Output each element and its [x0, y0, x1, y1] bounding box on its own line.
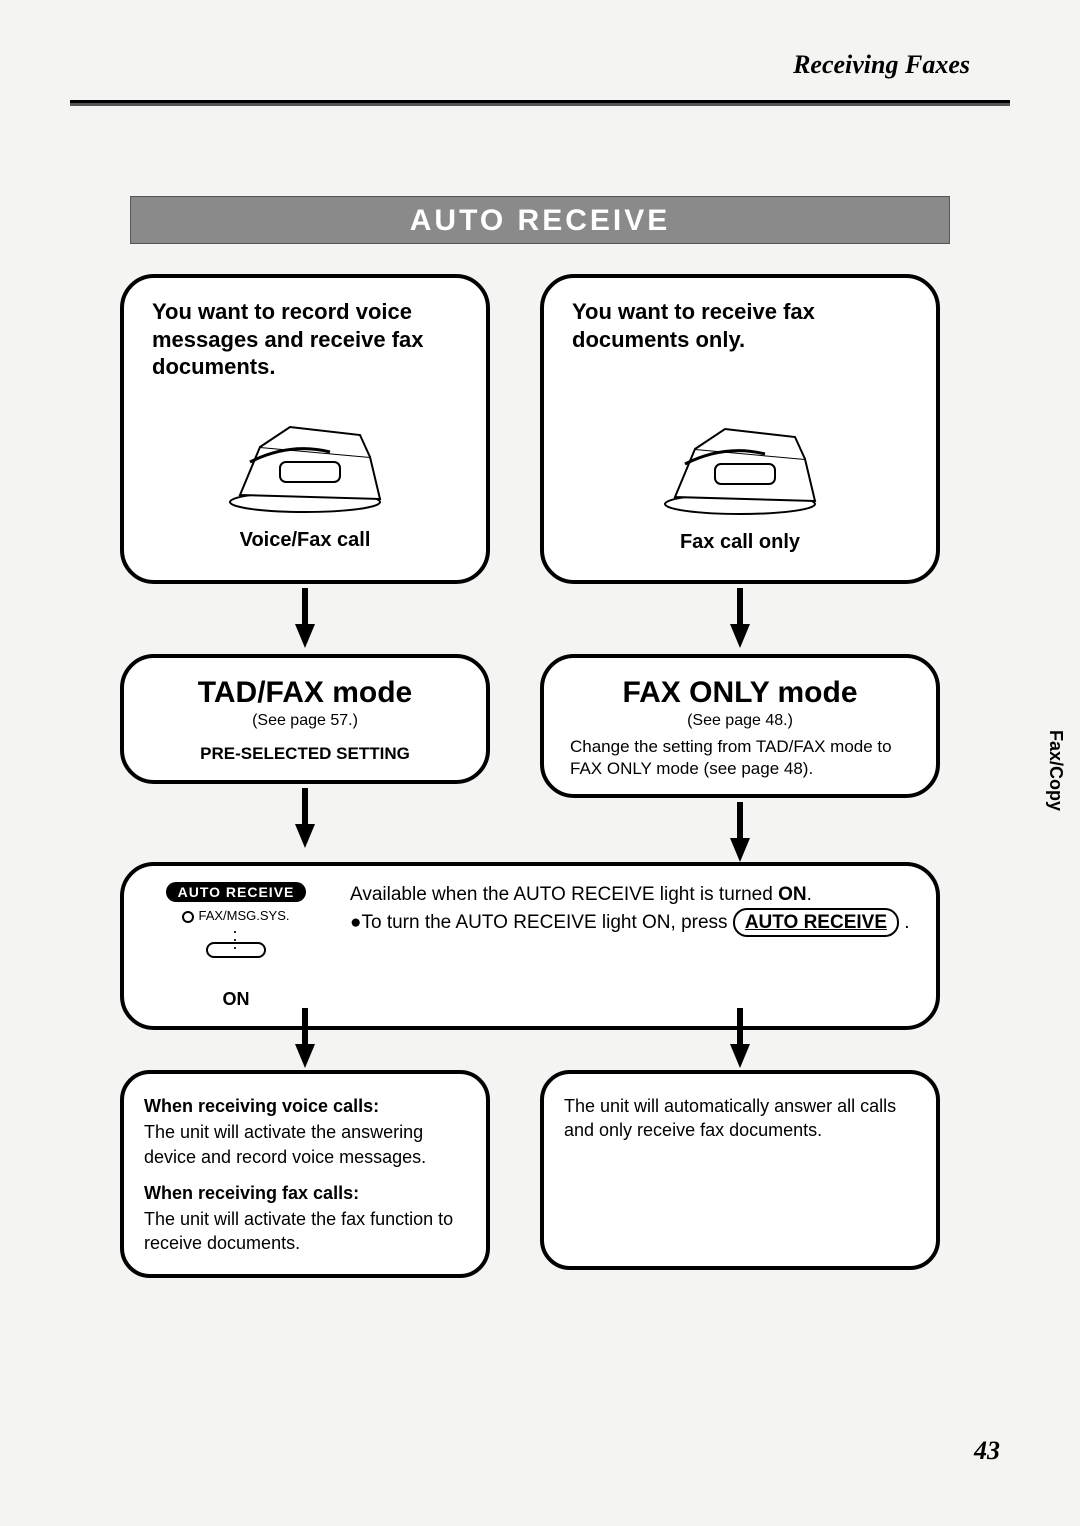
fax-only-mode-ref: (See page 48.) [564, 712, 916, 730]
result-fax-heading: When receiving fax calls: [144, 1181, 466, 1205]
fax-machine-icon [655, 409, 825, 519]
option-voice-fax-text: You want to record voice messages and re… [144, 292, 466, 381]
tad-fax-mode-box: TAD/FAX mode (See page 57.) PRE-SELECTED… [120, 654, 490, 784]
page-number: 43 [974, 1436, 1000, 1466]
arrow-down-icon [730, 624, 750, 648]
header-rule [70, 100, 1010, 106]
option-voice-fax: You want to record voice messages and re… [120, 274, 490, 584]
button-slot-icon [206, 942, 266, 958]
arrow-down-icon [295, 1044, 315, 1068]
result-voice-heading: When receiving voice calls: [144, 1094, 466, 1118]
tad-fax-mode-ref: (See page 57.) [144, 712, 466, 730]
option-fax-only-caption: Fax call only [564, 531, 916, 554]
fax-only-mode-title: FAX ONLY mode [564, 676, 916, 710]
side-tab: Fax/Copy [1045, 730, 1066, 811]
fax-only-mode-desc: Change the setting from TAD/FAX mode to … [564, 736, 916, 780]
result-fax-text: The unit will activate the fax function … [144, 1207, 466, 1256]
auto-receive-button-ref: AUTO RECEIVE [733, 908, 899, 938]
option-fax-only: You want to receive fax documents only. … [540, 274, 940, 584]
fax-machine-icon [220, 407, 390, 517]
auto-receive-pill: AUTO RECEIVE [166, 882, 307, 902]
option-fax-only-text: You want to receive fax documents only. [564, 292, 916, 353]
result-fax-only-text: The unit will automatically answer all c… [564, 1094, 916, 1143]
arrow-down-icon [295, 824, 315, 848]
result-voice-text: The unit will activate the answering dev… [144, 1120, 466, 1169]
auto-receive-banner: AUTO RECEIVE [130, 196, 950, 244]
option-voice-fax-caption: Voice/Fax call [144, 529, 466, 552]
arrow-down-icon [730, 838, 750, 862]
arrow-down-icon [730, 1044, 750, 1068]
arrow-down-icon [295, 624, 315, 648]
result-voice-fax: When receiving voice calls: The unit wil… [120, 1070, 490, 1278]
auto-receive-instructions: Available when the AUTO RECEIVE light is… [350, 882, 914, 937]
fax-only-mode-box: FAX ONLY mode (See page 48.) Change the … [540, 654, 940, 798]
tad-fax-mode-title: TAD/FAX mode [144, 676, 466, 710]
tad-fax-mode-line: PRE-SELECTED SETTING [144, 744, 466, 764]
result-fax-only: The unit will automatically answer all c… [540, 1070, 940, 1270]
page-header: Receiving Faxes [70, 50, 1010, 80]
